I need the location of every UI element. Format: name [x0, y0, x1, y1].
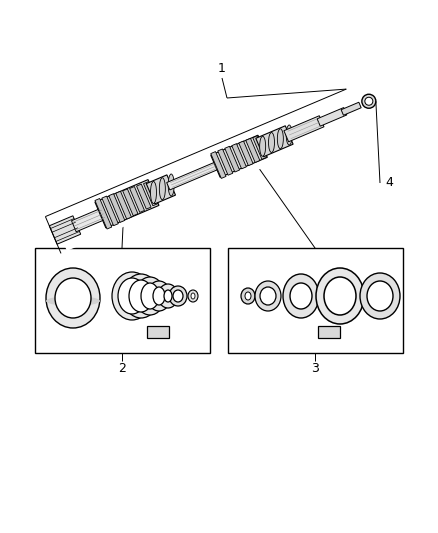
Polygon shape: [95, 198, 112, 229]
Text: 2: 2: [118, 361, 126, 375]
Polygon shape: [123, 189, 138, 216]
Ellipse shape: [123, 274, 159, 318]
Polygon shape: [211, 135, 267, 177]
Ellipse shape: [367, 281, 393, 311]
Polygon shape: [218, 149, 233, 175]
Polygon shape: [341, 102, 361, 115]
Polygon shape: [146, 175, 176, 204]
Text: 3: 3: [311, 361, 319, 375]
Ellipse shape: [46, 268, 100, 328]
Ellipse shape: [158, 284, 178, 308]
Ellipse shape: [153, 287, 165, 305]
Polygon shape: [137, 184, 151, 209]
Bar: [228, 248, 403, 353]
Polygon shape: [256, 126, 293, 157]
Ellipse shape: [147, 281, 171, 311]
Polygon shape: [167, 161, 220, 190]
Ellipse shape: [260, 287, 276, 305]
Ellipse shape: [164, 290, 172, 302]
Polygon shape: [116, 191, 131, 219]
Polygon shape: [51, 77, 392, 251]
Ellipse shape: [241, 288, 255, 304]
Polygon shape: [211, 151, 226, 179]
Polygon shape: [284, 116, 324, 142]
Ellipse shape: [46, 296, 100, 306]
Polygon shape: [102, 196, 118, 225]
Ellipse shape: [362, 94, 376, 108]
Ellipse shape: [169, 286, 187, 306]
Ellipse shape: [286, 125, 292, 145]
Polygon shape: [109, 193, 125, 222]
Polygon shape: [253, 136, 267, 159]
Ellipse shape: [290, 283, 312, 309]
Ellipse shape: [151, 182, 156, 204]
Ellipse shape: [316, 268, 364, 324]
Bar: [147, 326, 169, 338]
Ellipse shape: [159, 177, 166, 200]
Bar: [318, 326, 340, 338]
Polygon shape: [239, 141, 253, 166]
Ellipse shape: [141, 283, 159, 309]
Polygon shape: [95, 180, 159, 228]
Ellipse shape: [283, 274, 319, 318]
Ellipse shape: [55, 278, 91, 318]
Ellipse shape: [268, 133, 275, 152]
Ellipse shape: [173, 290, 183, 302]
Ellipse shape: [129, 280, 153, 312]
Ellipse shape: [191, 293, 195, 299]
Ellipse shape: [365, 97, 373, 105]
Ellipse shape: [168, 174, 174, 196]
Polygon shape: [144, 182, 158, 206]
Polygon shape: [225, 146, 240, 172]
Ellipse shape: [135, 277, 165, 315]
Ellipse shape: [255, 281, 281, 311]
Text: 1: 1: [218, 61, 226, 75]
Ellipse shape: [188, 290, 198, 302]
Ellipse shape: [324, 277, 356, 315]
Polygon shape: [246, 139, 260, 163]
Ellipse shape: [260, 136, 266, 156]
Polygon shape: [71, 208, 106, 232]
Polygon shape: [317, 108, 347, 126]
Bar: [35, 248, 210, 353]
Ellipse shape: [277, 129, 283, 149]
Polygon shape: [232, 144, 246, 169]
Ellipse shape: [112, 272, 152, 320]
Ellipse shape: [245, 292, 251, 300]
Ellipse shape: [118, 278, 146, 314]
Polygon shape: [49, 216, 81, 244]
Polygon shape: [130, 187, 145, 213]
Ellipse shape: [360, 273, 400, 319]
Text: 4: 4: [385, 176, 393, 190]
